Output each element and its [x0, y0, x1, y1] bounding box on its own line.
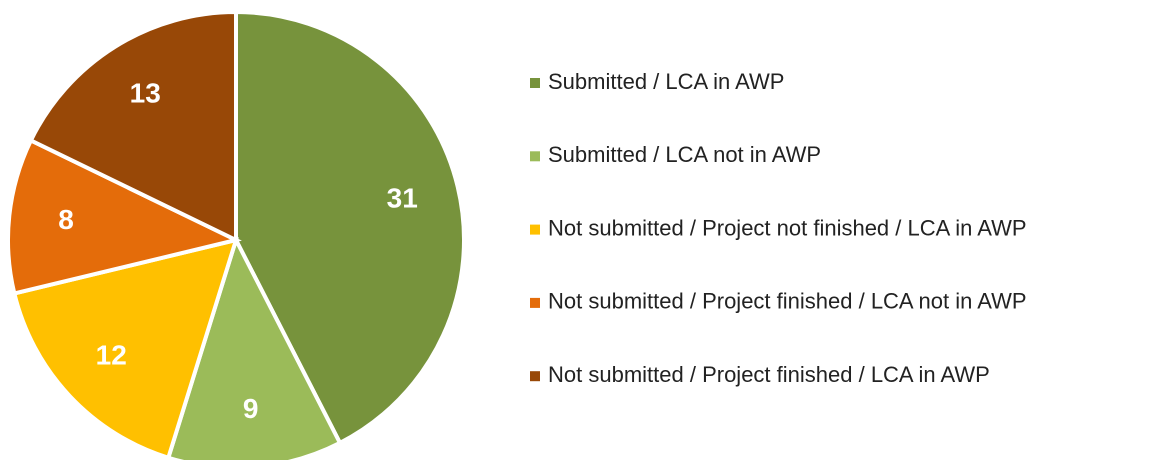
pie-slice: [11, 237, 239, 460]
pie-slice: [6, 137, 242, 296]
legend-label: Not submitted / Project finished / LCA i…: [548, 362, 990, 387]
pie-slice: [165, 234, 343, 460]
legend-marker: [530, 297, 540, 308]
pie-slice: [28, 9, 238, 244]
data-label: 31: [387, 182, 418, 213]
pie-slice: [234, 9, 466, 446]
legend-label: Submitted / LCA not in AWP: [548, 142, 821, 167]
data-label: 8: [58, 204, 74, 235]
legend-marker: [530, 371, 540, 382]
data-label: 13: [130, 77, 161, 108]
legend-marker: [530, 224, 540, 235]
legend-label: Not submitted / Project finished / LCA n…: [548, 289, 1027, 314]
legend-marker: [530, 151, 540, 162]
data-label: 12: [96, 339, 127, 370]
data-label: 9: [243, 393, 259, 424]
legend-label: Not submitted / Project not finished / L…: [548, 215, 1027, 240]
legend-label: Submitted / LCA in AWP: [548, 69, 784, 94]
legend-marker: [530, 78, 540, 88]
